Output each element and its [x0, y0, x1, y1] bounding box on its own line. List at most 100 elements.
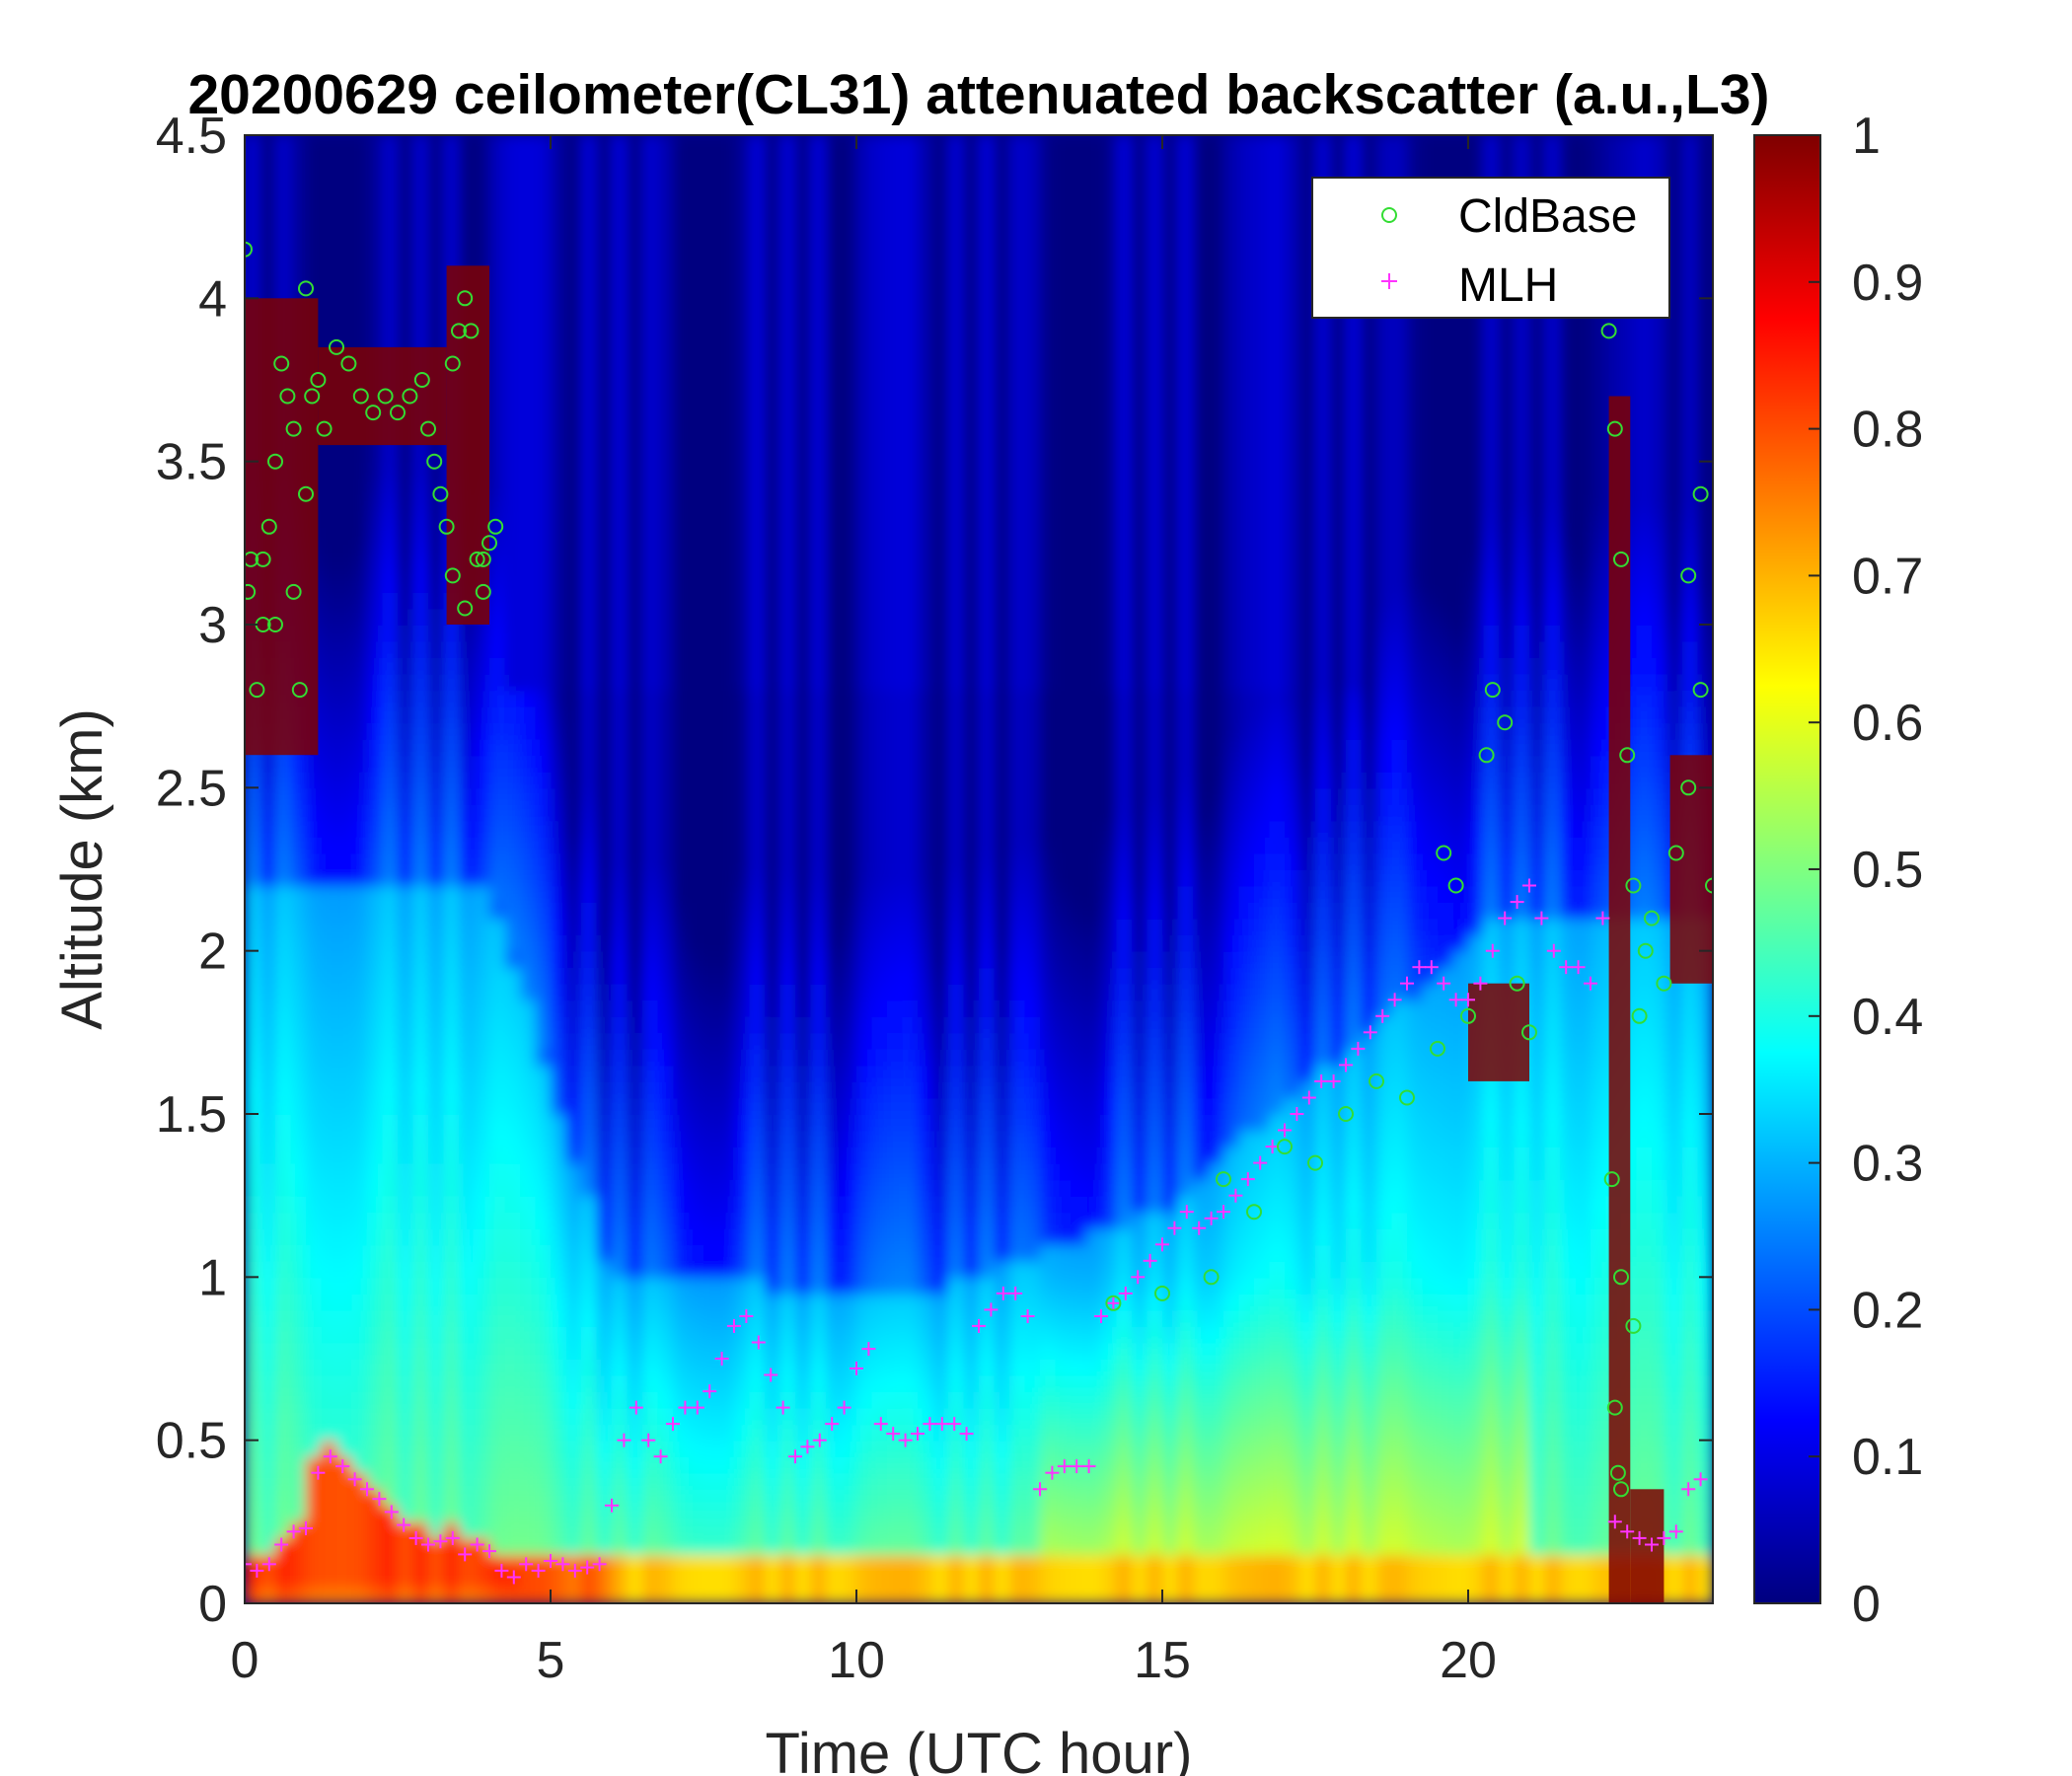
- heatmap-cell: [1055, 396, 1072, 413]
- heatmap-cell: [642, 1114, 659, 1132]
- heatmap-cell: [826, 625, 843, 642]
- heatmap-cell: [994, 1227, 1010, 1246]
- heatmap-cell: [795, 1065, 812, 1082]
- heatmap-cell: [642, 1097, 659, 1115]
- heatmap-cell: [596, 690, 613, 707]
- heatmap-cell: [596, 1162, 613, 1181]
- heatmap-cell: [779, 983, 796, 1001]
- heatmap-cell: [551, 184, 567, 202]
- heatmap-cell: [306, 200, 323, 218]
- heatmap-cell: [918, 1065, 934, 1082]
- heatmap-cell: [703, 999, 720, 1017]
- heatmap-cell: [948, 265, 965, 283]
- heatmap-cell: [932, 281, 949, 300]
- heatmap-cell: [551, 510, 567, 528]
- heatmap-cell: [428, 1456, 445, 1474]
- heatmap-cell: [734, 771, 751, 789]
- heatmap-cell: [367, 934, 384, 952]
- heatmap-cell: [1009, 478, 1026, 495]
- heatmap-cell: [932, 591, 949, 610]
- heatmap-cell: [520, 396, 537, 413]
- heatmap-cell: [1040, 543, 1057, 560]
- heatmap-cell: [765, 543, 781, 560]
- heatmap-cell: [948, 1554, 965, 1572]
- heatmap-cell: [948, 1407, 965, 1426]
- heatmap-cell: [336, 1407, 353, 1426]
- heatmap-cell: [443, 1554, 460, 1572]
- heatmap-cell: [932, 461, 949, 480]
- heatmap-cell: [443, 1065, 460, 1082]
- heatmap-cell: [321, 1374, 337, 1392]
- heatmap-cell: [275, 135, 292, 153]
- heatmap-cell: [887, 755, 904, 773]
- heatmap-cell: [443, 1244, 460, 1262]
- heatmap-cell: [1024, 1424, 1041, 1442]
- heatmap-cell: [1024, 543, 1041, 560]
- heatmap-cell: [1040, 836, 1057, 854]
- heatmap-cell: [642, 1080, 659, 1099]
- heatmap-cell: [810, 493, 827, 512]
- heatmap-cell: [795, 625, 812, 642]
- heatmap-cell: [1024, 558, 1041, 577]
- heatmap-cell: [887, 380, 904, 398]
- heatmap-cell: [259, 1521, 276, 1539]
- heatmap-cell: [459, 1570, 476, 1589]
- heatmap-cell: [321, 803, 337, 822]
- heatmap-cell: [398, 787, 414, 805]
- heatmap-cell: [749, 1587, 766, 1603]
- heatmap-cell: [963, 1097, 980, 1115]
- heatmap-cell: [290, 1309, 307, 1327]
- heatmap-cell: [581, 1440, 598, 1458]
- heatmap-cell: [336, 1554, 353, 1572]
- heatmap-cell: [565, 346, 582, 365]
- heatmap-cell: [1085, 918, 1102, 936]
- heatmap-cell: [718, 722, 735, 740]
- heatmap-cell: [810, 1554, 827, 1572]
- heatmap-cell: [412, 1325, 429, 1344]
- heatmap-cell: [810, 1032, 827, 1050]
- heatmap-cell: [520, 852, 537, 870]
- heatmap-cell: [963, 885, 980, 903]
- heatmap-cell: [627, 852, 643, 870]
- heatmap-cell: [810, 1424, 827, 1442]
- heatmap-cell: [351, 591, 368, 610]
- heatmap-cell: [994, 1489, 1010, 1507]
- heatmap-cell: [306, 1325, 323, 1344]
- heatmap-cell: [459, 640, 476, 658]
- heatmap-cell: [627, 249, 643, 267]
- heatmap-cell: [1055, 216, 1072, 235]
- heatmap-cell: [1040, 510, 1057, 528]
- heatmap-cell: [520, 281, 537, 300]
- heatmap-cell: [535, 1260, 552, 1279]
- heatmap-cell: [779, 428, 796, 447]
- heatmap-cell: [412, 1505, 429, 1523]
- heatmap-cell: [474, 1032, 490, 1050]
- heatmap-cell: [321, 135, 337, 153]
- heatmap-cell: [657, 1277, 674, 1295]
- heatmap-cell: [382, 1097, 399, 1115]
- heatmap-cell: [703, 771, 720, 789]
- heatmap-cell: [504, 803, 521, 822]
- heatmap-cell: [734, 902, 751, 920]
- heatmap-cell: [520, 1325, 537, 1344]
- heatmap-cell: [703, 640, 720, 658]
- heatmap-cell: [336, 1015, 353, 1034]
- heatmap-cell: [259, 999, 276, 1017]
- heatmap-cell: [535, 1114, 552, 1132]
- heatmap-cell: [1071, 281, 1087, 300]
- heatmap-cell: [749, 412, 766, 430]
- heatmap-cell: [673, 657, 690, 675]
- heatmap-cell: [489, 1260, 506, 1279]
- heatmap-cell: [841, 902, 857, 920]
- heatmap-cell: [551, 983, 567, 1001]
- heatmap-cell: [749, 1260, 766, 1279]
- heatmap-cell: [474, 1489, 490, 1507]
- heatmap-cell: [688, 1440, 704, 1458]
- heatmap-cell: [918, 575, 934, 593]
- heatmap-cell: [428, 216, 445, 235]
- heatmap-cell: [841, 983, 857, 1001]
- heatmap-cell: [734, 1227, 751, 1246]
- heatmap-cell: [841, 738, 857, 757]
- heatmap-cell: [1085, 1227, 1102, 1246]
- heatmap-cell: [1009, 836, 1026, 854]
